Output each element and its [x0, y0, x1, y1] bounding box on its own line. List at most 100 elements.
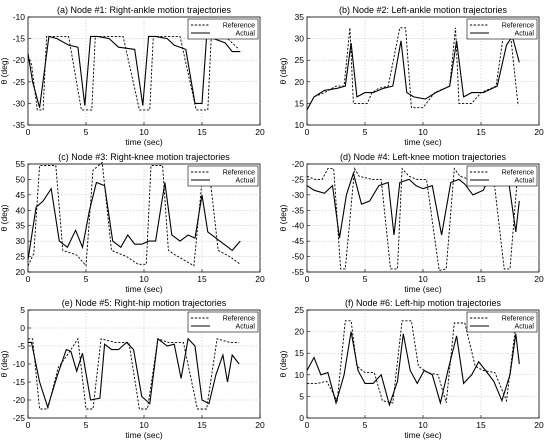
y-tick-label: 15: [295, 98, 305, 108]
x-axis-label: time (sec): [125, 430, 162, 440]
x-tick-label: 5: [84, 420, 89, 430]
y-axis-label: θ (deg): [278, 57, 288, 84]
legend-box: [187, 18, 259, 40]
subplot-2: (b) Node #2: Left-ankle motion trajector…: [278, 5, 544, 147]
y-tick-label: 30: [16, 236, 26, 246]
y-tick-label: 35: [295, 12, 305, 22]
x-axis-label: time (sec): [125, 284, 162, 294]
x-tick-label: 20: [255, 420, 265, 430]
y-tick-label: -15: [13, 377, 26, 387]
subplot-6: (f) Node #6: Left-hip motion trajectorie…: [278, 298, 544, 440]
y-tick-label: 20: [295, 327, 305, 337]
x-tick-label: 10: [139, 420, 149, 430]
y-tick-label: 35: [16, 221, 26, 231]
legend-label-actual: Actual: [236, 31, 256, 38]
y-tick-label: -45: [292, 236, 305, 246]
y-axis-label: θ (deg): [278, 204, 288, 231]
series-line-actual: [27, 181, 241, 260]
legend-label-actual: Actual: [515, 324, 535, 331]
y-tick-label: -20: [13, 55, 26, 65]
subplot-1: (a) Node #1: Right-ankle motion trajecto…: [0, 5, 265, 147]
chart-title: (c) Node #3: Right-knee motion trajector…: [58, 152, 230, 162]
y-axis-label: θ (deg): [0, 204, 9, 231]
x-tick-label: 15: [197, 127, 207, 137]
chart-title: (a) Node #1: Right-ankle motion trajecto…: [57, 5, 232, 15]
series-line-reference: [307, 320, 520, 404]
y-tick-label: 55: [16, 159, 26, 169]
x-tick-label: 15: [476, 274, 486, 284]
y-tick-label: -35: [13, 120, 26, 130]
x-tick-label: 10: [418, 274, 428, 284]
series-line-reference: [27, 35, 240, 111]
y-tick-label: 10: [295, 120, 305, 130]
y-axis-label: θ (deg): [0, 350, 9, 377]
legend-label-actual: Actual: [236, 178, 256, 185]
y-tick-label: -25: [292, 174, 305, 184]
x-tick-label: 0: [305, 420, 310, 430]
subplot-3: (c) Node #3: Right-knee motion trajector…: [0, 152, 265, 294]
y-tick-label: 25: [16, 252, 26, 262]
series-line-actual: [28, 337, 240, 410]
y-tick-label: -20: [292, 159, 305, 169]
chart-title: (d) Node #4: Left-knee motion trajectori…: [340, 152, 507, 162]
y-tick-label: -10: [13, 359, 26, 369]
y-tick-label: 15: [295, 348, 305, 358]
x-tick-label: 0: [26, 127, 31, 137]
y-tick-label: -35: [292, 205, 305, 215]
x-axis-label: time (sec): [125, 137, 162, 147]
legend-box: [466, 18, 538, 40]
y-axis-label: θ (deg): [278, 350, 288, 377]
x-tick-label: 5: [363, 420, 368, 430]
y-tick-label: 20: [295, 77, 305, 87]
subplot-4: (d) Node #4: Left-knee motion trajectori…: [278, 152, 544, 294]
legend-label-reference: Reference: [502, 23, 534, 30]
legend-box: [466, 165, 538, 187]
x-tick-label: 10: [418, 420, 428, 430]
x-tick-label: 10: [418, 127, 428, 137]
y-tick-label: -25: [13, 77, 26, 87]
chart-title: (f) Node #6: Left-hip motion trajectorie…: [345, 298, 502, 308]
legend-box: [187, 165, 259, 187]
y-tick-label: 0: [299, 413, 304, 423]
y-tick-label: 5: [299, 391, 304, 401]
x-tick-label: 5: [363, 274, 368, 284]
series-line-actual: [306, 35, 520, 111]
y-tick-label: 40: [16, 205, 26, 215]
y-tick-label: -50: [292, 252, 305, 262]
x-tick-label: 0: [26, 420, 31, 430]
chart-title: (e) Node #5: Right-hip motion trajectori…: [62, 298, 227, 308]
y-tick-label: 45: [16, 190, 26, 200]
y-tick-label: 30: [295, 34, 305, 44]
y-tick-label: 5: [20, 305, 25, 315]
x-tick-label: 0: [305, 274, 310, 284]
x-tick-label: 15: [476, 127, 486, 137]
y-tick-label: -40: [292, 221, 305, 231]
legend-label-actual: Actual: [515, 178, 535, 185]
legend-label-reference: Reference: [502, 316, 534, 323]
x-tick-label: 15: [197, 420, 207, 430]
x-axis-label: time (sec): [404, 137, 441, 147]
series-line-actual: [27, 35, 241, 108]
x-tick-label: 5: [84, 127, 89, 137]
legend-label-reference: Reference: [502, 170, 534, 177]
y-tick-label: -30: [292, 190, 305, 200]
x-tick-label: 15: [476, 420, 486, 430]
y-tick-label: -30: [13, 98, 26, 108]
x-axis-label: time (sec): [404, 284, 441, 294]
x-tick-label: 15: [197, 274, 207, 284]
x-tick-label: 20: [534, 127, 544, 137]
x-axis-label: time (sec): [404, 430, 441, 440]
y-tick-label: -5: [17, 341, 25, 351]
x-tick-label: 20: [255, 127, 265, 137]
y-tick-label: 25: [295, 305, 305, 315]
y-tick-label: -55: [292, 267, 305, 277]
y-tick-label: 10: [295, 370, 305, 380]
y-tick-label: -20: [13, 395, 26, 405]
x-tick-label: 20: [255, 274, 265, 284]
